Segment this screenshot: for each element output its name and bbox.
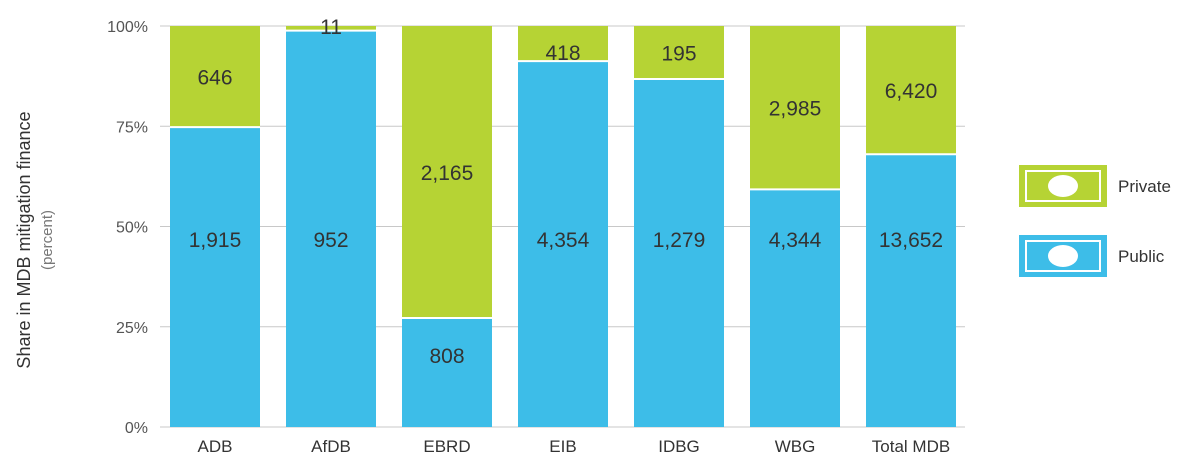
value-label-private: 646 [197,67,232,90]
bar-public-adb [170,127,260,427]
bar-public-ebrd [402,318,492,427]
y-tick-label: 25% [116,320,148,337]
y-axis-title: Share in MDB mitigation finance (percent… [14,111,56,368]
value-label-public: 4,344 [769,229,822,252]
y-axis-sublabel: (percent) [39,210,56,270]
legend-label: Private [1118,177,1171,196]
bar-public-wbg [750,189,840,427]
x-category-label: ADB [198,437,233,456]
banknote-border [1025,240,1101,272]
bar-private-eib [518,26,608,62]
banknote-center [1048,175,1078,197]
value-label-public: 4,354 [537,229,590,252]
value-label-private: 11 [320,16,342,39]
bar-public-total-mdb [866,154,956,427]
bar-private-total-mdb [866,26,956,155]
bar-private-adb [170,26,260,128]
x-category-label: EIB [549,437,576,456]
bar-public-afdb [286,30,376,428]
value-label-private: 418 [545,42,580,65]
legend-item: Private [1019,165,1171,207]
value-label-public: 952 [313,229,348,252]
value-label-public: 1,279 [653,229,706,252]
x-category-label: EBRD [423,437,470,456]
y-axis-label: Share in MDB mitigation finance [14,111,34,368]
value-label-public: 1,915 [189,229,242,252]
bar-private-idbg [634,26,724,80]
banknote-icon [1019,165,1107,207]
bar-public-idbg [634,79,724,427]
legend-item: Public [1019,235,1165,277]
bar-public-eib [518,61,608,428]
value-label-private: 2,985 [769,98,822,121]
banknote-icon [1019,235,1107,277]
y-tick-label: 100% [107,19,148,36]
x-category-label: AfDB [311,437,351,456]
value-label-public: 808 [429,345,464,368]
bar-private-wbg [750,26,840,190]
y-axis-ticks: 0% 25% 50% 75% 100% [107,19,148,437]
x-category-label: IDBG [658,437,700,456]
legend-label: Public [1118,247,1165,266]
value-label-private: 6,420 [885,80,938,103]
value-label-public: 13,652 [879,229,943,252]
y-tick-label: 50% [116,220,148,237]
x-axis-labels: ADB AfDB EBRD EIB IDBG WBG Total MDB [198,437,951,456]
y-tick-label: 75% [116,119,148,136]
banknote-center [1048,245,1078,267]
bar-private-afdb [286,26,376,31]
value-label-private: 2,165 [421,162,474,185]
value-label-private: 195 [661,43,696,66]
legend: Private Public [1019,165,1171,277]
banknote-border [1025,170,1101,202]
x-category-label: Total MDB [872,437,950,456]
y-tick-label: 0% [125,420,148,437]
bar-private-ebrd [402,26,492,319]
x-category-label: WBG [775,437,816,456]
bars: 1,915 646 952 11 808 2,165 4,354 418 1,279 195 4,3… [170,16,956,428]
